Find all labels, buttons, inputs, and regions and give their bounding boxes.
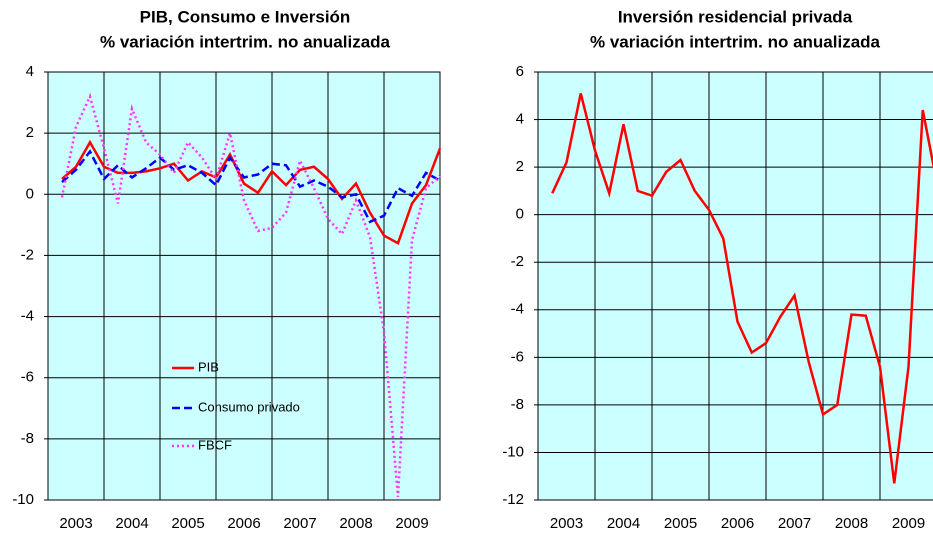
x-tick-label: 2004 [115, 515, 148, 532]
y-tick-label: -6 [511, 348, 524, 365]
plot-border [537, 71, 933, 501]
y-tick-label: -4 [511, 301, 524, 318]
x-tick-label: 2004 [607, 515, 640, 532]
x-tick-label: 2003 [59, 515, 92, 532]
y-tick-label: -10 [502, 443, 524, 460]
y-tick-label: -4 [21, 308, 34, 325]
x-tick-label: 2006 [721, 515, 754, 532]
y-tick-label: 0 [26, 185, 34, 202]
y-tick-label: -12 [502, 491, 524, 508]
x-tick-label: 2007 [778, 515, 811, 532]
y-tick-label: 4 [516, 111, 524, 128]
y-tick-label: -2 [511, 253, 524, 270]
x-tick-label: 2005 [171, 515, 204, 532]
y-tick-label: 2 [516, 158, 524, 175]
x-tick-label: 2006 [227, 515, 260, 532]
y-tick-label: 6 [516, 63, 524, 80]
series-line [61, 149, 441, 224]
chart-title: PIB, Consumo e Inversión [140, 7, 351, 26]
y-tick-label: -8 [21, 430, 34, 447]
chart-subtitle: % variación intertrim. no anualizada [590, 32, 881, 51]
legend-label: Consumo privado [198, 399, 300, 414]
y-tick-label: 4 [26, 63, 34, 80]
x-tick-label: 2008 [835, 515, 868, 532]
series-line [551, 93, 933, 484]
y-tick-label: 0 [516, 206, 524, 223]
x-tick-label: 2008 [339, 515, 372, 532]
x-tick-label: 2009 [892, 515, 925, 532]
x-tick-label: 2007 [283, 515, 316, 532]
y-tick-label: -2 [21, 246, 34, 263]
legend-label: PIB [198, 359, 219, 374]
y-tick-label: -8 [511, 396, 524, 413]
x-tick-label: 2003 [550, 515, 583, 532]
y-tick-label: -6 [21, 369, 34, 386]
x-tick-label: 2005 [664, 515, 697, 532]
x-tick-label: 2009 [395, 515, 428, 532]
plot-area [538, 72, 933, 500]
y-tick-label: 2 [26, 124, 34, 141]
chart-subtitle: % variación intertrim. no anualizada [100, 32, 391, 51]
plot-area [48, 72, 440, 500]
legend-label: FBCF [198, 437, 232, 452]
y-tick-label: -10 [12, 491, 34, 508]
chart-title: Inversión residencial privada [618, 7, 853, 26]
plot-border [47, 71, 441, 501]
